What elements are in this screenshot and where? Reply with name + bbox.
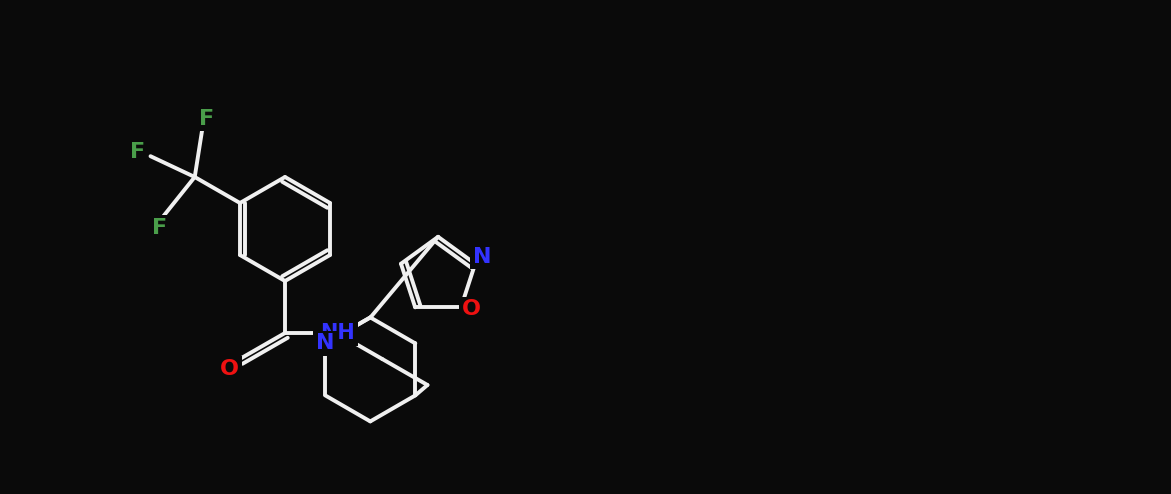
Text: O: O (461, 299, 480, 319)
Text: F: F (152, 218, 167, 238)
Text: N: N (316, 333, 335, 353)
Text: O: O (220, 359, 239, 379)
Text: F: F (199, 109, 214, 128)
Text: F: F (130, 142, 145, 162)
Text: N: N (473, 247, 492, 267)
Text: NH: NH (321, 323, 355, 343)
